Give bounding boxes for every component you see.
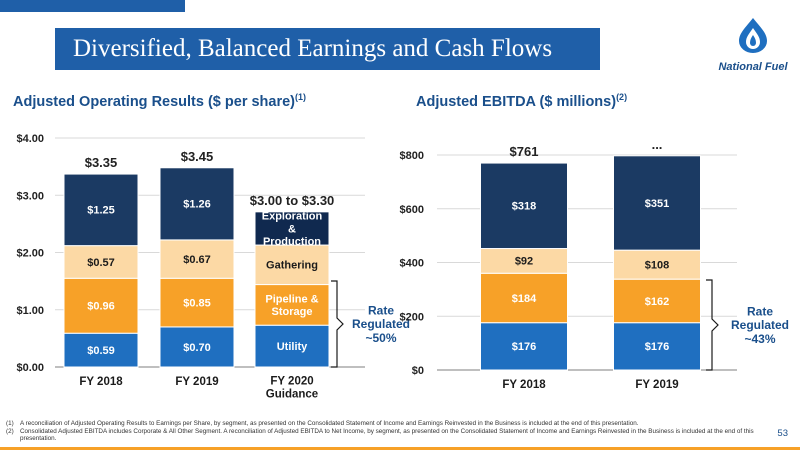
left-chart-title-text: Adjusted Operating Results ($ per share) bbox=[13, 93, 296, 110]
bar-segment-exploration-production bbox=[254, 211, 330, 246]
total-label: $3.00 to $3.30 bbox=[250, 193, 335, 208]
footnotes: (1) A reconciliation of Adjusted Operati… bbox=[6, 420, 776, 443]
y-tick-label: $0.00 bbox=[16, 362, 44, 374]
rate-regulated-bracket bbox=[331, 280, 344, 368]
x-tick-label: FY 2018 bbox=[502, 379, 546, 391]
y-tick-label: $0 bbox=[412, 365, 424, 377]
data-label: $0.96 bbox=[87, 301, 115, 313]
bar-segment-gathering bbox=[159, 239, 235, 279]
right-chart-title: Adjusted EBITDA ($ millions)(2) bbox=[416, 92, 627, 110]
slide-title: Diversified, Balanced Earnings and Cash … bbox=[73, 35, 553, 62]
data-label: $0.85 bbox=[183, 297, 211, 309]
data-label: $1.25 bbox=[87, 205, 115, 217]
bar-segment-gathering bbox=[480, 248, 568, 274]
segment-name-label: Exploration & Production bbox=[262, 211, 323, 248]
page-number: 53 bbox=[777, 428, 788, 439]
bar-segment-utility bbox=[254, 324, 330, 368]
bar-segment-exploration-production bbox=[63, 173, 139, 247]
data-label: $176 bbox=[512, 341, 536, 353]
bar-segment-utility bbox=[63, 332, 139, 368]
logo-text: National Fuel bbox=[718, 61, 788, 73]
bar-segment-pipeline-storage bbox=[63, 277, 139, 334]
footnote-text: Consolidated Adjusted EBITDA includes Co… bbox=[20, 427, 754, 443]
y-tick-label: $400 bbox=[400, 258, 424, 270]
bar-segment-pipeline-storage bbox=[480, 272, 568, 324]
data-label: $108 bbox=[645, 260, 669, 272]
y-tick-label: $1.00 bbox=[16, 305, 44, 317]
rate-regulated-annotation: Rate Regulated ~50% bbox=[352, 303, 410, 345]
data-label: $176 bbox=[645, 341, 669, 353]
data-label: $0.70 bbox=[183, 342, 211, 354]
x-tick-label: FY 2019 bbox=[175, 376, 218, 388]
data-label: $351 bbox=[645, 198, 669, 210]
bar-segment-utility bbox=[613, 322, 701, 371]
bar-segment-utility bbox=[159, 326, 235, 368]
left-chart-title-footnote: (1) bbox=[295, 92, 307, 102]
x-tick-label: FY 2019 bbox=[635, 379, 678, 391]
company-logo: National Fuel bbox=[718, 16, 788, 74]
footnote-1: (1) A reconciliation of Adjusted Operati… bbox=[6, 420, 776, 428]
x-tick-label: FY 2018 bbox=[79, 376, 123, 388]
footnote-number: (2) bbox=[6, 427, 14, 435]
bar-segment-exploration-production bbox=[480, 162, 568, 250]
bar-segment-pipeline-storage bbox=[159, 277, 235, 328]
y-tick-label: $4.00 bbox=[16, 133, 44, 145]
bar-segment-exploration-production bbox=[613, 155, 701, 251]
left-chart-title: Adjusted Operating Results ($ per share)… bbox=[13, 92, 306, 110]
total-label: ... bbox=[652, 137, 663, 152]
right-chart-title-footnote: (2) bbox=[616, 92, 628, 102]
data-label: $184 bbox=[512, 293, 537, 305]
data-label: $0.59 bbox=[87, 345, 115, 357]
data-label: $1.26 bbox=[183, 199, 211, 211]
data-label: $0.67 bbox=[183, 254, 211, 266]
segment-name-label: Pipeline & Storage bbox=[265, 293, 318, 318]
y-tick-label: $800 bbox=[400, 150, 424, 162]
title-banner: Diversified, Balanced Earnings and Cash … bbox=[55, 28, 600, 70]
footnote-2: (2) Consolidated Adjusted EBITDA include… bbox=[6, 428, 776, 443]
segment-name-label: Utility bbox=[277, 341, 308, 353]
data-label: $0.57 bbox=[87, 257, 115, 269]
x-tick-label: FY 2020 Guidance bbox=[266, 375, 318, 400]
footnote-text: A reconciliation of Adjusted Operating R… bbox=[20, 420, 639, 427]
rate-regulated-annotation: Rate Regulated ~43% bbox=[731, 304, 789, 346]
segment-name-label: Gathering bbox=[266, 260, 318, 272]
total-label: $3.45 bbox=[181, 149, 214, 164]
bar-segment-gathering bbox=[63, 245, 139, 279]
flame-icon bbox=[739, 18, 767, 53]
data-label: $318 bbox=[512, 201, 536, 213]
bottom-accent-rule bbox=[0, 447, 800, 450]
total-label: $761 bbox=[510, 144, 539, 159]
data-label: $162 bbox=[645, 296, 669, 308]
y-tick-label: $2.00 bbox=[16, 248, 44, 260]
right-chart-title-text: Adjusted EBITDA ($ millions) bbox=[416, 93, 617, 110]
bar-segment-pipeline-storage bbox=[613, 278, 701, 324]
y-tick-label: $600 bbox=[400, 204, 424, 216]
bar-segment-exploration-production bbox=[159, 167, 235, 241]
bar-segment-pipeline-storage bbox=[254, 284, 330, 326]
y-tick-label: $200 bbox=[400, 311, 424, 323]
rate-regulated-bracket bbox=[706, 279, 719, 371]
footnote-number: (1) bbox=[6, 420, 14, 427]
bar-segment-gathering bbox=[254, 244, 330, 286]
total-label: $3.35 bbox=[85, 155, 118, 170]
data-label: $92 bbox=[515, 256, 533, 268]
y-tick-label: $3.00 bbox=[16, 190, 44, 202]
top-accent-bar bbox=[0, 0, 185, 12]
bar-segment-gathering bbox=[613, 249, 701, 280]
